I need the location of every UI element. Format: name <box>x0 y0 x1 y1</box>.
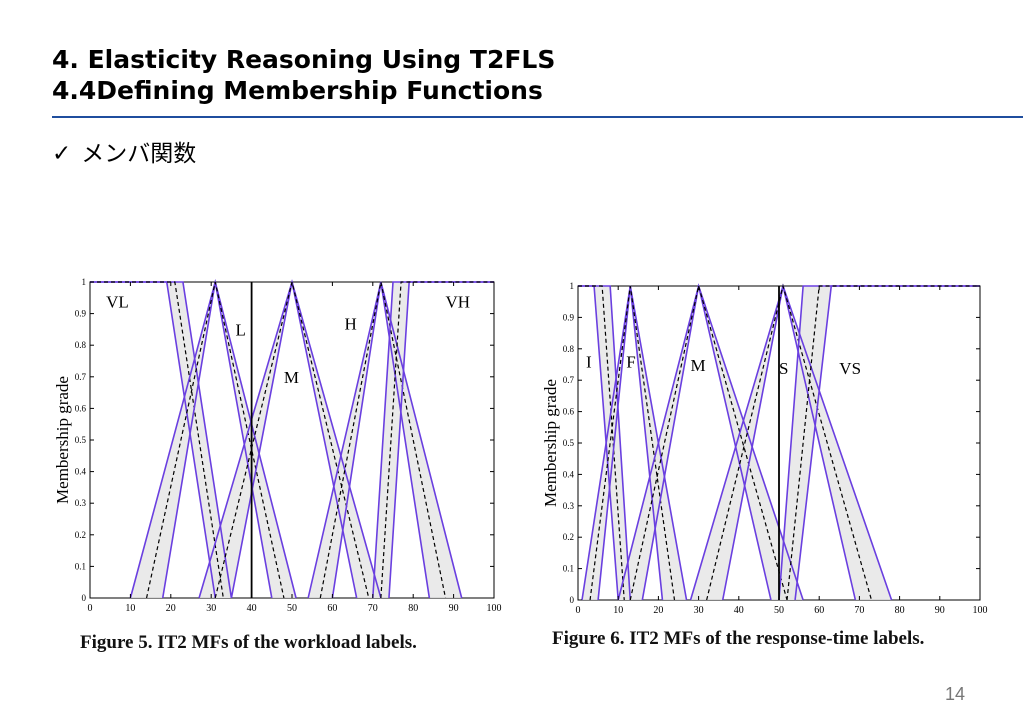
title-divider <box>52 116 1023 118</box>
y-tick-label: 0.2 <box>563 532 574 542</box>
x-tick-label: 60 <box>814 605 824 616</box>
mean-mf-i <box>578 285 625 601</box>
x-tick-label: 70 <box>368 603 378 614</box>
y-tick-label: 0.8 <box>75 340 87 350</box>
x-tick-label: 90 <box>935 605 945 616</box>
x-tick-label: 20 <box>166 603 176 614</box>
figure-6-caption: Figure 6. IT2 MFs of the response-time l… <box>552 628 925 649</box>
x-tick-label: 40 <box>734 605 744 616</box>
x-tick-label: 30 <box>206 603 216 614</box>
y-tick-label: 0 <box>82 593 87 603</box>
series-label-vl: VL <box>106 292 129 311</box>
x-tick-label: 0 <box>576 605 581 616</box>
y-tick-label: 0 <box>570 595 575 605</box>
y-tick-label: 0.2 <box>75 530 86 540</box>
slide-title: 4. Elasticity Reasoning Using T2FLS 4.4D… <box>52 44 555 106</box>
x-tick-label: 70 <box>854 605 864 616</box>
y-tick-label: 0.9 <box>75 309 87 319</box>
y-tick-label: 0.6 <box>75 403 87 413</box>
x-tick-label: 50 <box>287 603 297 614</box>
lower-mf-vs <box>794 285 980 601</box>
fou-band-m <box>199 282 381 598</box>
x-tick-label: 0 <box>88 603 93 614</box>
series-label-h: H <box>345 314 357 333</box>
fou-band-l <box>130 282 297 598</box>
x-tick-label: 10 <box>613 605 623 616</box>
bullet-text: メンバ関数 <box>81 141 197 167</box>
y-tick-label: 0.9 <box>563 312 575 322</box>
y-tick-label: 0.3 <box>75 498 87 508</box>
series-label-vh: VH <box>446 292 471 311</box>
title-line-1: 4. Elasticity Reasoning Using T2FLS <box>52 45 556 74</box>
fou-band-s <box>690 286 892 600</box>
mean-mf-m <box>629 285 788 601</box>
series-label-m: M <box>284 368 299 387</box>
mean-mf-s <box>706 283 873 601</box>
y-tick-label: 0.4 <box>563 469 575 479</box>
x-tick-label: 10 <box>125 603 135 614</box>
mean-mf-l <box>145 281 285 599</box>
y-tick-label: 0.5 <box>75 435 87 445</box>
y-tick-label: 0.7 <box>75 372 87 382</box>
y-tick-label: 0.8 <box>563 344 575 354</box>
x-tick-label: 80 <box>895 605 905 616</box>
fou-band-f <box>582 286 687 600</box>
y-tick-label: 0.5 <box>563 438 575 448</box>
x-tick-label: 60 <box>327 603 337 614</box>
title-line-2: 4.4Defining Membership Functions <box>52 76 543 105</box>
x-tick-label: 20 <box>653 605 663 616</box>
y-tick-label: 1 <box>570 281 575 291</box>
bullet-item: ✓ メンバ関数 <box>52 134 196 168</box>
x-tick-label: 50 <box>774 605 784 616</box>
series-label-f: F <box>626 353 635 372</box>
series-label-s: S <box>779 359 788 378</box>
checkmark-icon: ✓ <box>52 141 72 167</box>
lower-mf-vl <box>90 281 217 599</box>
fou-band-i <box>578 286 631 600</box>
y-tick-label: 0.1 <box>75 561 86 571</box>
series-label-m: M <box>691 356 706 375</box>
x-tick-label: 80 <box>408 603 418 614</box>
y-tick-label: 0.7 <box>563 375 575 385</box>
fou-band-vh <box>372 282 494 598</box>
response-time-mf-chart: 0 10 20 30 40 50 60 70 80 90 100 0 0.1 0.2 0.3 0.4 0.5 0.… <box>544 281 988 616</box>
mean-mf-h <box>319 281 447 599</box>
page-number: 14 <box>945 684 966 704</box>
x-tick-label: 90 <box>449 603 459 614</box>
y-tick-label: 0.6 <box>563 407 575 417</box>
series-label-i: I <box>586 353 592 372</box>
x-tick-label: 100 <box>487 603 502 614</box>
series-label-l: L <box>235 321 245 340</box>
y-tick-label: 0.3 <box>563 501 575 511</box>
y-axis-label: Membership grade <box>544 379 560 507</box>
fou-band-h <box>308 282 462 598</box>
lower-mf-h <box>331 281 431 599</box>
mean-mf-f <box>589 285 676 601</box>
mean-mf-vh <box>380 281 494 599</box>
x-tick-label: 100 <box>973 605 988 616</box>
y-tick-label: 0.1 <box>563 564 574 574</box>
x-tick-label: 40 <box>247 603 257 614</box>
fou-band-m <box>618 286 804 600</box>
figure-5-caption: Figure 5. IT2 MFs of the workload labels… <box>80 632 417 653</box>
workload-mf-chart: 0 10 20 30 40 50 60 70 80 90 100 0 0.1 0.2 0.3 0.4 0.5 0.… <box>53 277 502 614</box>
x-tick-label: 30 <box>694 605 704 616</box>
y-tick-label: 0.4 <box>75 467 87 477</box>
y-tick-label: 1 <box>82 277 87 287</box>
mean-mf-vl <box>90 281 224 599</box>
series-label-vs: VS <box>839 359 861 378</box>
y-axis-label: Membership grade <box>53 376 72 504</box>
